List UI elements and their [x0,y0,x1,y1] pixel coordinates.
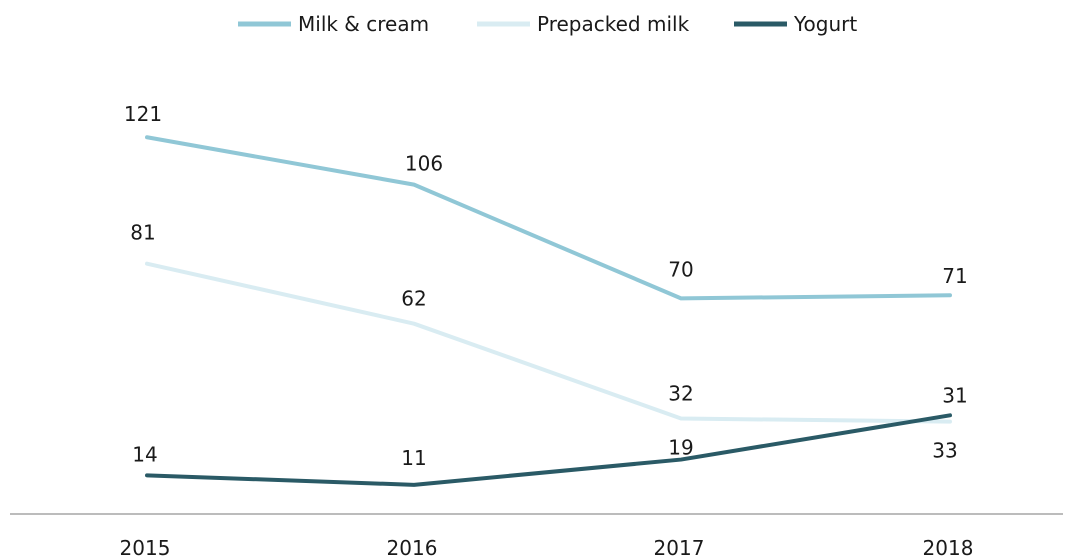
data-label-milk-cream-2017: 70 [668,257,693,281]
series-line-prepacked-milk [145,261,952,424]
data-label-yogurt-2017: 19 [668,436,693,460]
series-line-yogurt [145,413,952,487]
data-label-prepacked-milk-2015: 81 [130,221,155,245]
data-label-milk-cream-2018: 71 [942,264,967,288]
data-label-yogurt-2015: 14 [132,442,157,466]
x-tick-label-2016: 2016 [387,536,438,559]
x-tick-label-2017: 2017 [654,536,705,559]
data-label-yogurt-2016: 11 [401,446,426,470]
series-line-milk-cream [145,135,952,301]
data-label-milk-cream-2015: 121 [124,102,162,126]
x-tick-labels: 2015 2016 2017 2018 [120,536,974,559]
x-tick-label-2018: 2018 [923,536,974,559]
data-label-milk-cream-2016: 106 [405,152,443,176]
legend-label-milk-cream: Milk & cream [298,12,429,36]
legend: Milk & cream Prepacked milk Yogurt [238,12,857,36]
series-layer [145,135,952,487]
x-tick-label-2015: 2015 [120,536,171,559]
legend-label-yogurt: Yogurt [793,12,857,36]
data-labels-layer: 121 106 70 71 81 62 32 31 14 11 19 33 [124,102,968,470]
data-label-prepacked-milk-2017: 32 [668,381,693,405]
legend-label-prepacked-milk: Prepacked milk [537,12,690,36]
data-label-yogurt-2018: 33 [932,438,957,462]
data-label-prepacked-milk-2018: 31 [942,384,967,408]
data-label-prepacked-milk-2016: 62 [401,287,426,311]
